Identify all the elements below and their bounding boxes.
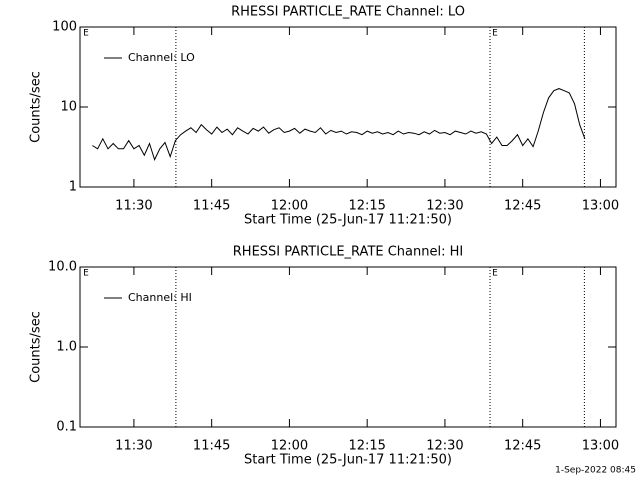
y-tick-label: 0.1: [56, 420, 77, 435]
x-tick-label: 12:45: [504, 439, 541, 454]
y-tick-label: 1: [69, 180, 77, 195]
y-axis-label: Counts/sec: [29, 71, 44, 143]
x-axis-label: Start Time (25-Jun-17 11:21:50): [244, 453, 452, 468]
x-tick-label: 12:30: [426, 439, 463, 454]
x-tick-label: 11:30: [115, 199, 152, 214]
chart-title: RHESSI PARTICLE_RATE Channel: LO: [231, 5, 465, 20]
x-tick-label: 12:30: [426, 199, 463, 214]
data-line: [92, 88, 586, 161]
legend-label: Channel: LO: [128, 51, 195, 64]
legend-label: Channel: HI: [128, 291, 192, 304]
x-tick-label: 12:00: [271, 199, 308, 214]
chart-title: RHESSI PARTICLE_RATE Channel: HI: [233, 245, 463, 260]
y-tick-label: 10.0: [48, 260, 77, 275]
x-tick-label: 13:00: [582, 439, 619, 454]
event-label: E: [492, 29, 498, 39]
y-tick-label: 1.0: [56, 340, 77, 355]
x-axis-label: Start Time (25-Jun-17 11:21:50): [244, 213, 452, 228]
x-tick-label: 12:00: [271, 439, 308, 454]
plot-frame: [79, 26, 617, 188]
x-tick-label: 11:45: [193, 439, 230, 454]
x-tick-label: 11:45: [193, 199, 230, 214]
y-axis-label: Counts/sec: [29, 311, 44, 383]
x-tick-label: 12:15: [348, 439, 385, 454]
y-tick-label: 10: [60, 100, 77, 115]
event-label: E: [83, 29, 89, 39]
x-tick-label: 13:00: [582, 199, 619, 214]
plot-frame: [79, 266, 617, 428]
event-label: E: [83, 269, 89, 279]
y-tick-label: 100: [52, 20, 77, 35]
x-tick-label: 11:30: [115, 439, 152, 454]
x-tick-label: 12:45: [504, 199, 541, 214]
footer: 1-Sep-2022 08:45: [555, 466, 636, 476]
event-label: E: [492, 269, 498, 279]
x-tick-label: 12:15: [348, 199, 385, 214]
